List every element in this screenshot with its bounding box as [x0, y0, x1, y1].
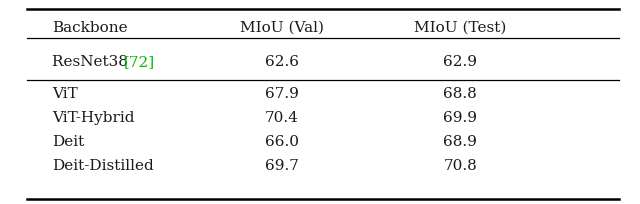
Text: 70.8: 70.8: [444, 159, 477, 173]
Text: ViT: ViT: [52, 87, 78, 101]
Text: ResNet38: ResNet38: [52, 55, 133, 69]
Text: 66.0: 66.0: [265, 135, 299, 149]
Text: 68.8: 68.8: [444, 87, 477, 101]
Text: Backbone: Backbone: [52, 21, 128, 34]
Text: MIoU (Val): MIoU (Val): [240, 21, 324, 34]
Text: ViT-Hybrid: ViT-Hybrid: [52, 111, 135, 125]
Text: 62.9: 62.9: [443, 55, 477, 69]
Text: 68.9: 68.9: [444, 135, 477, 149]
Text: 69.7: 69.7: [265, 159, 299, 173]
Text: 62.6: 62.6: [265, 55, 299, 69]
Text: 70.4: 70.4: [265, 111, 299, 125]
Text: [72]: [72]: [124, 55, 155, 69]
Text: 67.9: 67.9: [265, 87, 299, 101]
Text: Deit: Deit: [52, 135, 84, 149]
Text: MIoU (Test): MIoU (Test): [414, 21, 506, 34]
Text: Deit-Distilled: Deit-Distilled: [52, 159, 154, 173]
Text: 69.9: 69.9: [443, 111, 477, 125]
